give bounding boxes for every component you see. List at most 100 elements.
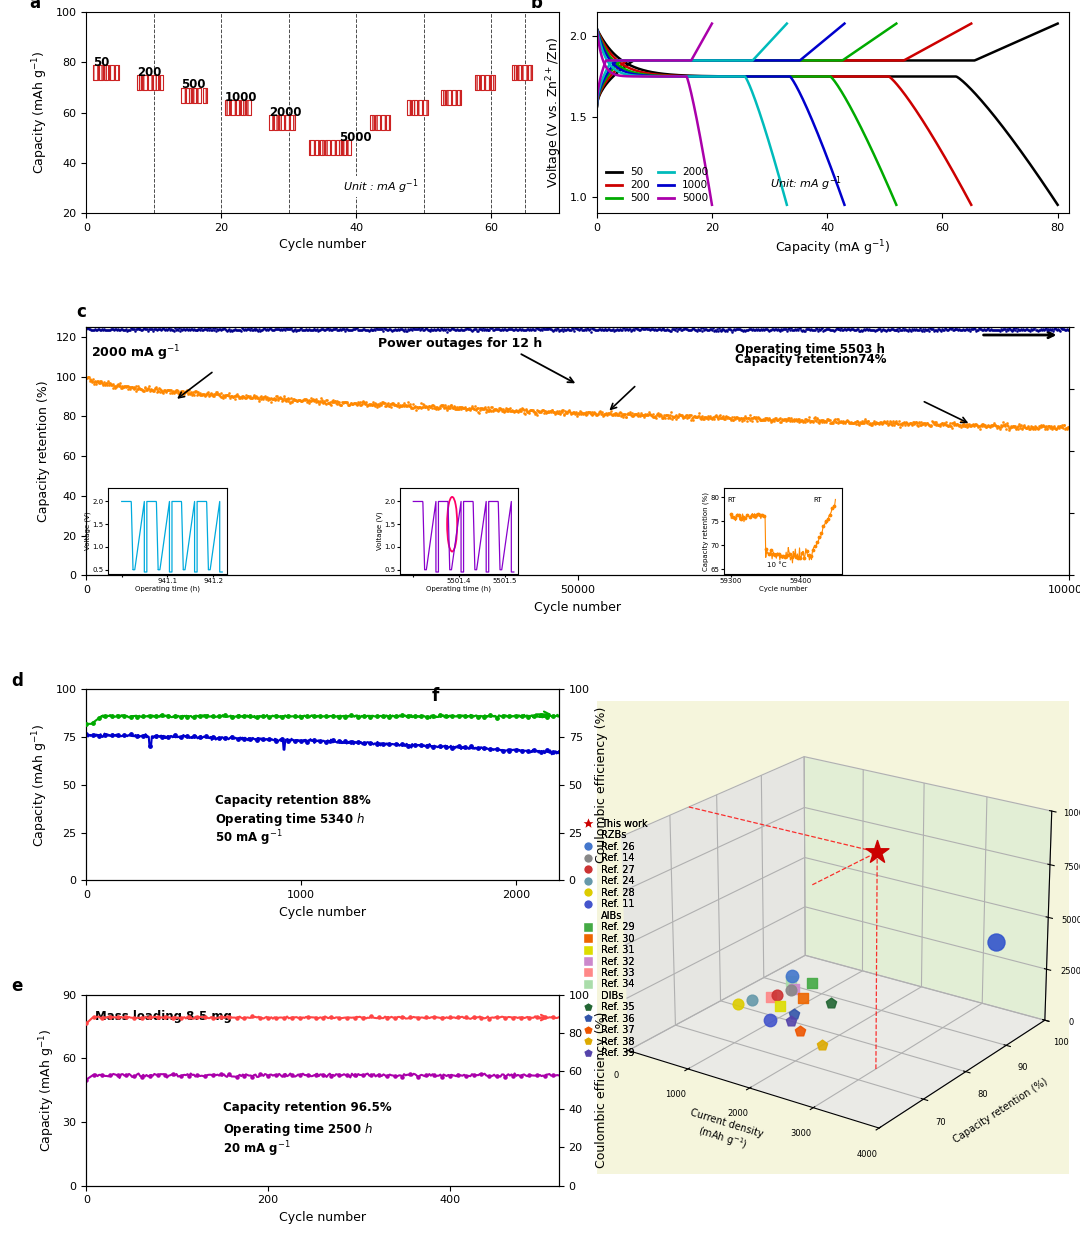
Point — [527, 319, 544, 338]
Point — [513, 319, 530, 338]
Point — [532, 320, 550, 340]
Point — [147, 706, 164, 726]
Bar — [285, 115, 289, 130]
Point — [605, 320, 622, 340]
Point — [238, 319, 255, 338]
Point — [282, 388, 299, 408]
Point — [123, 377, 140, 396]
Point — [471, 403, 488, 422]
Bar — [280, 115, 284, 130]
Point — [247, 319, 265, 338]
Point — [147, 726, 164, 746]
Bar — [93, 65, 97, 80]
Point — [237, 388, 254, 408]
Point — [551, 401, 568, 421]
Point — [458, 399, 475, 419]
Bar — [269, 115, 273, 130]
Bar — [314, 140, 319, 156]
Point — [976, 320, 994, 340]
Bar — [512, 65, 516, 80]
Point — [689, 319, 706, 338]
Point — [1053, 319, 1070, 338]
Point — [491, 399, 509, 419]
Point — [419, 399, 436, 419]
Point — [316, 320, 334, 340]
Point — [162, 383, 179, 403]
Point — [324, 320, 341, 340]
Point — [259, 1067, 276, 1087]
Bar — [480, 75, 484, 90]
Point — [877, 412, 894, 432]
Point — [1042, 320, 1059, 340]
Point — [518, 319, 536, 338]
Point — [634, 320, 651, 340]
Point — [705, 410, 723, 430]
Point — [166, 382, 184, 401]
Point — [235, 1066, 253, 1086]
Point — [249, 388, 267, 408]
Point — [760, 321, 778, 341]
Point — [260, 320, 278, 340]
Point — [550, 319, 567, 338]
Point — [933, 414, 950, 433]
Point — [295, 389, 312, 409]
Point — [809, 321, 826, 341]
Point — [365, 320, 382, 340]
Point — [255, 319, 272, 338]
Point — [226, 387, 243, 406]
Point — [450, 706, 468, 726]
Point — [720, 320, 738, 340]
Point — [1032, 415, 1050, 435]
Point — [447, 399, 464, 419]
Point — [1012, 416, 1029, 436]
Point — [931, 320, 948, 340]
Point — [160, 320, 177, 340]
Point — [1020, 320, 1037, 340]
Point — [527, 403, 544, 422]
Point — [1024, 419, 1041, 438]
Point — [896, 415, 914, 435]
Point — [642, 404, 659, 424]
Point — [428, 320, 445, 340]
Point — [598, 405, 616, 425]
Point — [194, 384, 212, 404]
Point — [484, 401, 501, 421]
Point — [982, 319, 999, 338]
Point — [267, 389, 284, 409]
Point — [800, 408, 818, 427]
Point — [367, 394, 384, 414]
Point — [292, 390, 309, 410]
Point — [94, 1065, 111, 1084]
Point — [121, 320, 138, 340]
Point — [578, 405, 595, 425]
Point — [497, 400, 514, 420]
Text: Power outages for 12 h: Power outages for 12 h — [378, 337, 542, 350]
Point — [539, 319, 556, 338]
Point — [307, 1065, 324, 1084]
Point — [800, 320, 818, 340]
Point — [627, 405, 645, 425]
Point — [403, 320, 420, 340]
Point — [991, 419, 1009, 438]
Point — [659, 320, 676, 340]
Point — [336, 391, 353, 411]
Point — [286, 731, 303, 751]
Point — [408, 396, 426, 416]
Point — [346, 393, 363, 412]
Point — [708, 321, 726, 341]
Point — [494, 400, 511, 420]
Point — [930, 415, 947, 435]
Point — [105, 320, 122, 340]
Point — [542, 401, 559, 421]
Point — [481, 401, 498, 421]
Point — [845, 412, 862, 432]
Point — [740, 409, 757, 429]
Point — [484, 398, 501, 417]
Point — [1012, 415, 1029, 435]
Point — [80, 367, 97, 387]
Point — [756, 410, 773, 430]
Point — [495, 320, 512, 340]
Point — [649, 405, 666, 425]
Point — [367, 396, 384, 416]
Point — [215, 385, 232, 405]
